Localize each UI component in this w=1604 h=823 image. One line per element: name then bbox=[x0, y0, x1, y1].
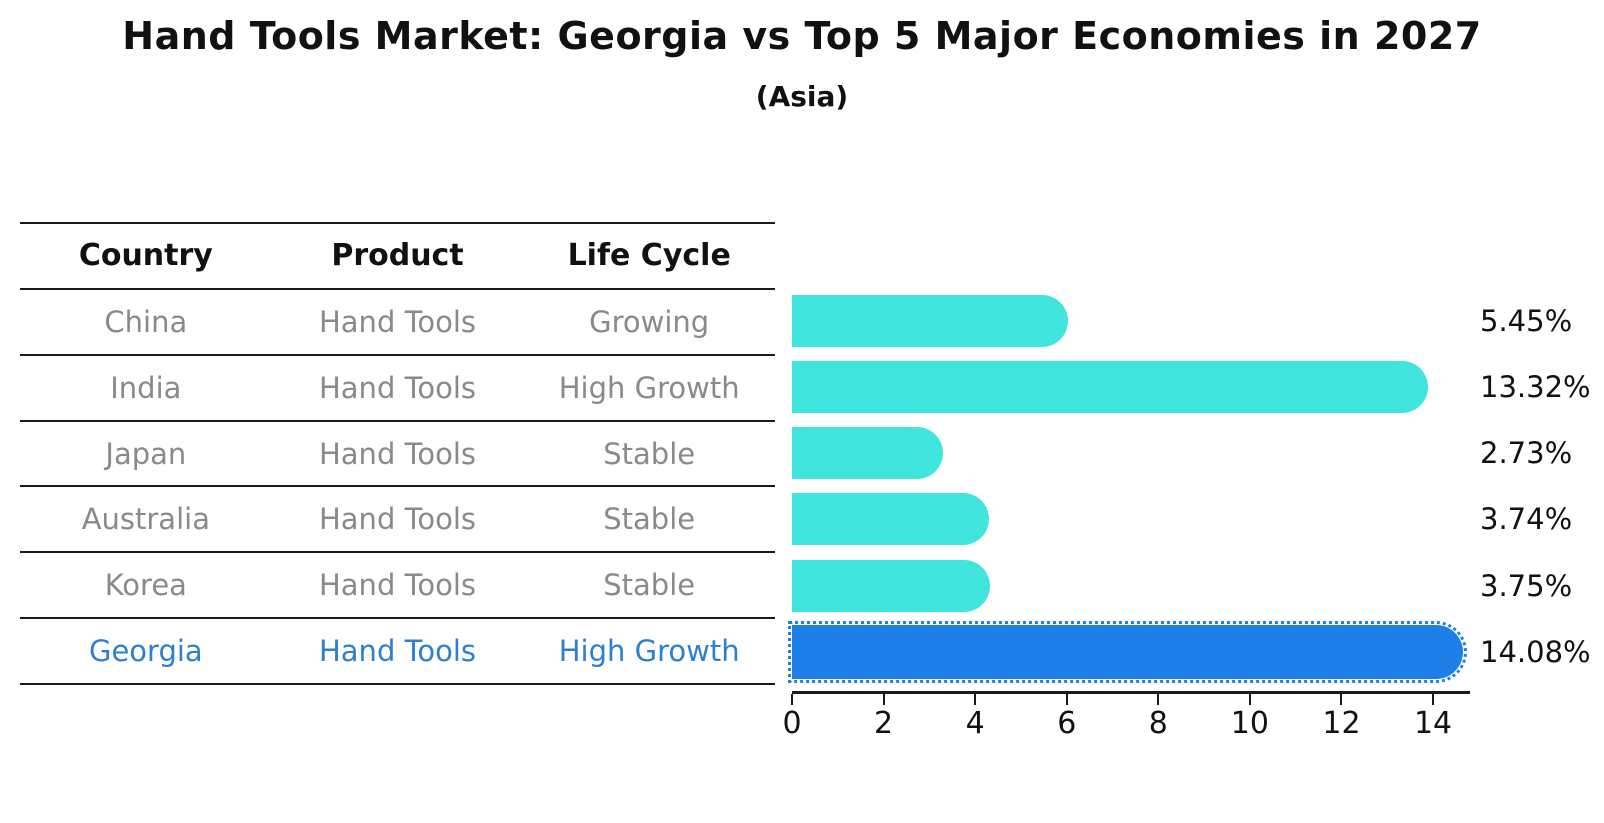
x-axis-tick bbox=[974, 694, 977, 705]
column-header-product: Product bbox=[331, 238, 464, 274]
table-header-row: Country Product Life Cycle bbox=[20, 224, 775, 290]
cell-life-cycle: High Growth bbox=[558, 634, 740, 669]
x-axis-tick bbox=[1432, 694, 1435, 705]
x-axis-tick bbox=[1248, 694, 1251, 705]
table-row-korea: Korea Hand Tools Stable bbox=[20, 553, 775, 620]
value-label-australia: 3.74% bbox=[1480, 502, 1573, 536]
table-row-china: China Hand Tools Growing bbox=[20, 290, 775, 356]
value-label-japan: 2.73% bbox=[1480, 436, 1573, 470]
column-header-country: Country bbox=[78, 238, 213, 274]
x-axis-tick bbox=[1157, 694, 1160, 705]
cell-country: China bbox=[104, 304, 188, 339]
bar-korea bbox=[792, 560, 990, 612]
x-axis-tick-label: 10 bbox=[1230, 706, 1269, 741]
table-row-australia: Australia Hand Tools Stable bbox=[20, 487, 775, 554]
value-label-india: 13.32% bbox=[1480, 370, 1591, 404]
x-axis-tick-label: 2 bbox=[874, 706, 894, 741]
cell-product: Hand Tools bbox=[318, 634, 477, 669]
x-axis-tick-label: 0 bbox=[782, 706, 802, 741]
value-label-korea: 3.75% bbox=[1480, 569, 1573, 603]
country-table: Country Product Life Cycle China Hand To… bbox=[20, 222, 775, 686]
x-axis-tick-label: 4 bbox=[965, 706, 985, 741]
cell-product: Hand Tools bbox=[318, 568, 477, 603]
cell-life-cycle: Growing bbox=[589, 304, 710, 339]
x-axis-tick bbox=[1340, 694, 1343, 705]
page-subtitle: (Asia) bbox=[755, 80, 849, 113]
bar-india bbox=[792, 361, 1428, 413]
x-axis-tick-label: 12 bbox=[1322, 706, 1361, 741]
bar-china bbox=[792, 295, 1068, 347]
x-axis-tick-label: 8 bbox=[1148, 706, 1168, 741]
cell-life-cycle: Stable bbox=[603, 568, 696, 603]
cell-life-cycle: Stable bbox=[603, 436, 696, 471]
bar-australia bbox=[792, 493, 990, 545]
cell-life-cycle: High Growth bbox=[558, 370, 740, 405]
cell-country: Australia bbox=[81, 502, 210, 537]
table-row-japan: Japan Hand Tools Stable bbox=[20, 422, 775, 488]
x-axis-spine bbox=[792, 691, 1470, 694]
x-axis-tick-label: 6 bbox=[1057, 706, 1077, 741]
bar-georgia bbox=[788, 621, 1467, 683]
bar-japan bbox=[792, 427, 943, 479]
cell-life-cycle: Stable bbox=[603, 502, 696, 537]
cell-product: Hand Tools bbox=[318, 304, 477, 339]
x-axis-tick-label: 14 bbox=[1413, 706, 1453, 741]
value-label-georgia: 14.08% bbox=[1480, 635, 1591, 669]
table-row-georgia: Georgia Hand Tools High Growth bbox=[20, 619, 775, 686]
cell-product: Hand Tools bbox=[318, 370, 477, 405]
cell-product: Hand Tools bbox=[318, 502, 477, 537]
column-header-life-cycle: Life Cycle bbox=[567, 238, 731, 274]
value-label-china: 5.45% bbox=[1480, 304, 1573, 338]
cell-country: Georgia bbox=[88, 634, 203, 669]
page-title: Hand Tools Market: Georgia vs Top 5 Majo… bbox=[122, 14, 1482, 58]
cell-country: Korea bbox=[104, 568, 187, 603]
x-axis-tick bbox=[791, 694, 793, 705]
cell-country: India bbox=[110, 370, 182, 405]
x-axis-tick bbox=[1065, 694, 1068, 705]
cell-country: Japan bbox=[105, 436, 187, 471]
x-axis-tick bbox=[882, 694, 885, 705]
table-row-india: India Hand Tools High Growth bbox=[20, 356, 775, 422]
cell-product: Hand Tools bbox=[318, 436, 477, 471]
